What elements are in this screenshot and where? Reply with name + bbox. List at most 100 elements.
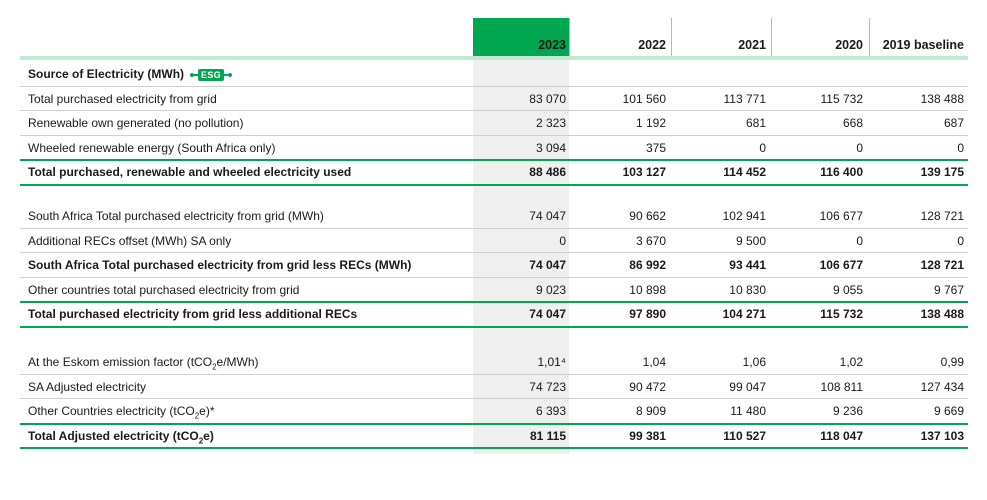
column-separator xyxy=(869,18,870,56)
cell-value: 74 723 xyxy=(529,379,566,394)
table-row: At the Eskom emission factor (tCO2e/MWh)… xyxy=(20,350,968,374)
cell-value: 106 677 xyxy=(819,258,863,272)
table-row: Other countries total purchased electric… xyxy=(20,278,968,302)
cell-value: 138 488 xyxy=(920,91,964,106)
row-label: At the Eskom emission factor (tCO2e/MWh) xyxy=(28,355,259,372)
table-row: South Africa Total purchased electricity… xyxy=(20,204,968,228)
row-label: Total Adjusted electricity (tCO2e) xyxy=(28,428,214,445)
row-label: South Africa Total purchased electricity… xyxy=(28,209,324,223)
row-separator xyxy=(20,134,968,136)
cell-value: 668 xyxy=(842,116,863,130)
cell-value: 3 094 xyxy=(535,140,566,155)
table-row: Total purchased electricity from grid 83 … xyxy=(20,87,968,111)
year-header: 2022 xyxy=(638,38,666,52)
cell-value: 90 472 xyxy=(629,379,666,394)
cell-value: 128 721 xyxy=(920,209,964,223)
cell-value: 6 393 xyxy=(535,404,566,418)
cell-value: 102 941 xyxy=(722,209,766,223)
row-separator xyxy=(20,276,968,278)
cell-value: 114 452 xyxy=(723,165,766,179)
column-separator xyxy=(569,18,570,56)
total-top-rule xyxy=(20,422,968,425)
total-top-rule xyxy=(20,159,968,161)
row-label: Other countries total purchased electric… xyxy=(28,282,300,297)
cell-value: 375 xyxy=(645,140,666,155)
table-row: Wheeled renewable energy (South Africa o… xyxy=(20,136,968,160)
cell-value: 11 480 xyxy=(730,404,766,418)
cell-value: 1,04 xyxy=(642,355,666,369)
year-header: 2023 xyxy=(538,38,566,52)
cell-value: 1,06 xyxy=(742,355,766,369)
cell-value: 93 441 xyxy=(729,258,766,272)
highlight-column-2023 xyxy=(473,18,569,454)
cell-value: 74 047 xyxy=(529,258,566,272)
cell-value: 9 500 xyxy=(735,233,766,248)
table-row: Other Countries electricity (tCO2e)* 6 39… xyxy=(20,399,968,423)
row-label: Source of Electricity (MWh) ESG xyxy=(28,67,232,81)
cell-value: 10 830 xyxy=(729,282,766,297)
highlight-header-2023 xyxy=(473,18,569,56)
cell-value: 9 055 xyxy=(832,282,863,297)
row-separator xyxy=(20,252,968,253)
total-bottom-rule xyxy=(20,447,968,449)
cell-value: 116 400 xyxy=(820,165,863,179)
cell-value: 106 677 xyxy=(819,209,863,223)
cell-value: 118 047 xyxy=(820,428,863,443)
row-separator xyxy=(20,227,968,229)
cell-value: 9 023 xyxy=(535,282,566,297)
column-separator xyxy=(771,18,772,56)
cell-value: 9 236 xyxy=(832,404,863,418)
row-label: Other Countries electricity (tCO2e)* xyxy=(28,404,215,421)
row-label: Total purchased electricity from grid xyxy=(28,91,217,106)
cell-value: 3 670 xyxy=(635,233,666,248)
cell-value: 10 898 xyxy=(629,282,666,297)
row-label: Renewable own generated (no pollution) xyxy=(28,116,244,130)
column-separator xyxy=(671,18,672,56)
cell-value: 681 xyxy=(745,116,766,130)
cell-value: 101 560 xyxy=(622,91,666,106)
row-label: Total purchased electricity from grid le… xyxy=(28,307,358,321)
cell-value: 115 732 xyxy=(820,91,864,106)
table-row: Total Adjusted electricity (tCO2e) 81 115… xyxy=(20,424,968,448)
total-bottom-rule xyxy=(20,325,968,328)
cell-value: 110 527 xyxy=(723,428,766,443)
row-separator xyxy=(20,110,968,111)
table-row: Renewable own generated (no pollution) 2 … xyxy=(20,111,968,135)
cell-value: 1,01⁴ xyxy=(537,355,566,369)
cell-value: 127 434 xyxy=(920,379,964,394)
year-header: 2019 baseline xyxy=(882,38,964,52)
cell-value: 0 xyxy=(759,140,766,155)
cell-value: 128 721 xyxy=(920,258,964,272)
cell-value: 113 771 xyxy=(723,91,767,106)
cell-value: 99 381 xyxy=(629,428,666,443)
cell-value: 0 xyxy=(957,233,964,248)
year-header: 2020 xyxy=(835,38,863,52)
cell-value: 104 271 xyxy=(722,307,766,321)
cell-value: 74 047 xyxy=(529,307,566,321)
row-label: Additional RECs offset (MWh) SA only xyxy=(28,233,232,248)
cell-value: 90 662 xyxy=(629,209,666,223)
cell-value: 74 047 xyxy=(529,209,566,223)
cell-value: 88 486 xyxy=(529,165,566,179)
cell-value: 0 xyxy=(856,140,863,155)
cell-value: 0,99 xyxy=(940,355,964,369)
cell-value: 81 115 xyxy=(529,428,566,443)
cell-value: 0 xyxy=(856,233,863,248)
esg-badge: ESG xyxy=(190,68,232,81)
row-label: Total purchased, renewable and wheeled e… xyxy=(28,165,352,179)
cell-value: 83 070 xyxy=(529,91,566,106)
cell-value: 0 xyxy=(559,233,566,248)
cell-value: 97 890 xyxy=(629,307,666,321)
cell-value: 139 175 xyxy=(920,165,964,179)
table-row: South Africa Total purchased electricity… xyxy=(20,253,968,277)
row-separator xyxy=(20,85,968,87)
row-separator xyxy=(20,398,968,399)
table-row: Total purchased electricity from grid le… xyxy=(20,302,968,326)
cell-value: 86 992 xyxy=(629,258,666,272)
row-separator xyxy=(20,373,968,375)
row-label: Wheeled renewable energy (South Africa o… xyxy=(28,140,276,155)
table-row: Additional RECs offset (MWh) SA only 0 3 6… xyxy=(20,229,968,253)
cell-value: 108 811 xyxy=(820,379,864,394)
total-bottom-rule xyxy=(20,183,968,186)
cell-value: 8 909 xyxy=(635,404,666,418)
